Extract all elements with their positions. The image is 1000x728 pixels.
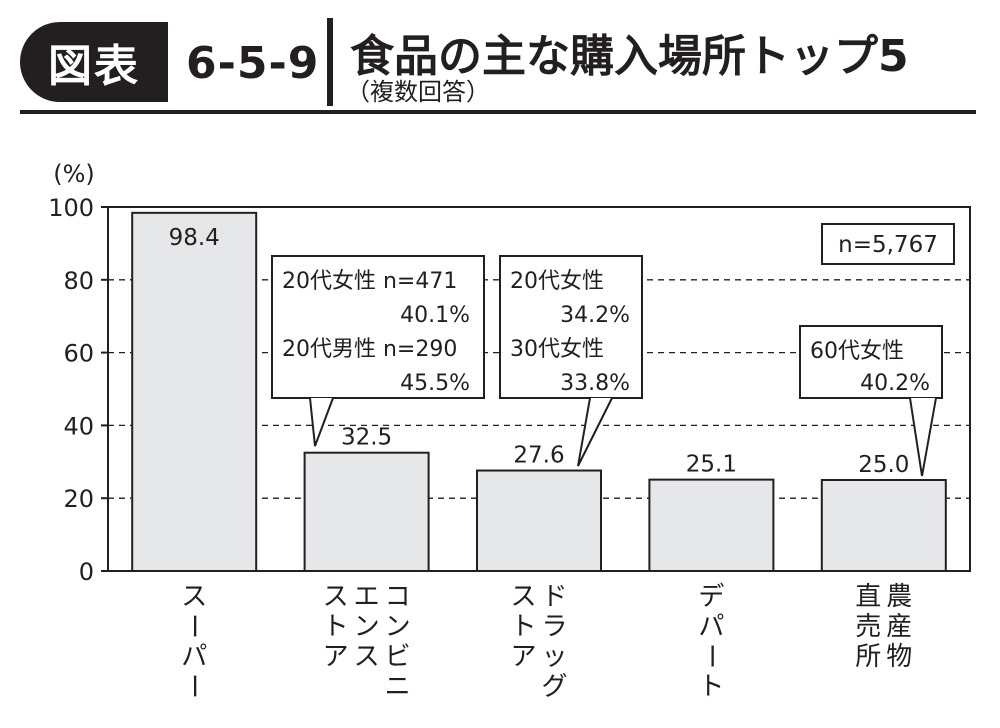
callout-text: 20代男性 n=290 — [282, 337, 457, 362]
category-label-char: ー — [178, 673, 208, 699]
category-label-char: ト — [323, 612, 349, 642]
category-label-char: ド — [541, 582, 567, 612]
category-label-char: パ — [698, 612, 724, 642]
callout-text: 20代女性 n=471 — [282, 269, 457, 294]
figure-title: 食品の主な購入場所トップ5 — [350, 31, 909, 82]
figure-badge: 図表 — [20, 22, 168, 102]
callout-text: 34.2% — [560, 303, 630, 328]
y-tick-label: 20 — [63, 485, 94, 513]
sample-note-box — [821, 223, 955, 265]
category-label-char: ト — [698, 672, 724, 702]
category-label-char: 産 — [886, 612, 912, 642]
callout-text: 40.2% — [860, 371, 930, 396]
value-label: 32.5 — [341, 425, 392, 451]
callout-text: 20代女性 — [510, 269, 604, 294]
callout-box — [271, 255, 485, 399]
category-label-char: ア — [323, 642, 349, 672]
category-label-char: ニ — [385, 672, 411, 702]
value-label: 25.1 — [686, 452, 737, 478]
figure-subtitle: （複数回答） — [346, 78, 490, 106]
sample-note: n=5,767 — [838, 232, 938, 258]
callout-text: 45.5% — [400, 371, 470, 396]
category-label-char: ッ — [541, 642, 567, 672]
category-label-char: パ — [181, 642, 207, 672]
category-label-char: ス — [510, 582, 536, 612]
header-rule — [20, 110, 976, 114]
bar-4 — [820, 479, 947, 572]
callout-text: 33.8% — [560, 371, 630, 396]
labels: 98.432.527.6 25.1 25.0020406080100(%)スーパーコ… — [48, 160, 955, 702]
callout-pointer-fill — [910, 398, 936, 476]
callout-pointer — [309, 397, 334, 447]
y-tick-label: 100 — [48, 194, 94, 222]
plot-frame — [101, 206, 971, 572]
category-label-char: ア — [510, 642, 536, 672]
bars — [131, 211, 947, 573]
callout-pointer — [577, 397, 613, 467]
bar-2 — [476, 469, 602, 573]
figure-number: 6-5-9 — [186, 38, 320, 89]
callouts: 20代女性 n=471 40.1% 20代男性 n=290 45.5% 20代女性 34.… — [271, 255, 943, 477]
category-label-char: ス — [354, 642, 380, 672]
y-tick-label: 60 — [63, 340, 94, 368]
bar-1 — [303, 451, 430, 573]
y-tick-label: 40 — [63, 412, 94, 440]
category-label-char: 売 — [855, 612, 881, 642]
category-label-char: コ — [385, 582, 411, 612]
category-label-char: ー — [178, 613, 208, 639]
category-label-char: グ — [541, 672, 567, 702]
category-label-char: 物 — [886, 642, 912, 672]
value-label: 27.6 — [513, 443, 564, 469]
callout-pointer — [909, 397, 937, 477]
callout-box — [499, 255, 643, 399]
category-label-char: ビ — [385, 642, 411, 672]
callout-text: 40.1% — [400, 303, 470, 328]
bar-3 — [648, 478, 775, 572]
callout-text: 60代女性 — [810, 339, 904, 364]
category-label-char: 所 — [855, 642, 881, 672]
y-axis-label: (%) — [53, 160, 95, 188]
callout-box — [799, 325, 943, 399]
category-label-char: エ — [354, 582, 380, 612]
category-label-char: ス — [181, 582, 207, 612]
callout-pointer-fill — [310, 398, 333, 446]
category-label-char: デ — [698, 582, 724, 612]
callout-text: 30代女性 — [510, 337, 604, 362]
title-separator — [327, 18, 333, 106]
category-label-char: ラ — [541, 612, 567, 642]
bar-0 — [131, 211, 258, 572]
y-tick-label: 0 — [79, 558, 94, 586]
category-label-char: ー — [695, 643, 725, 669]
plot-area-border — [107, 206, 971, 572]
category-label-char: ス — [323, 582, 349, 612]
category-label-char: 直 — [855, 582, 881, 612]
category-label-char: ン — [385, 612, 411, 642]
y-tick-label: 80 — [63, 267, 94, 295]
category-label-char: 農 — [886, 582, 912, 612]
category-label-char: ン — [354, 612, 380, 642]
value-label: 25.0 — [858, 452, 909, 478]
category-label-char: ト — [510, 612, 536, 642]
value-label: 98.4 — [169, 225, 220, 251]
